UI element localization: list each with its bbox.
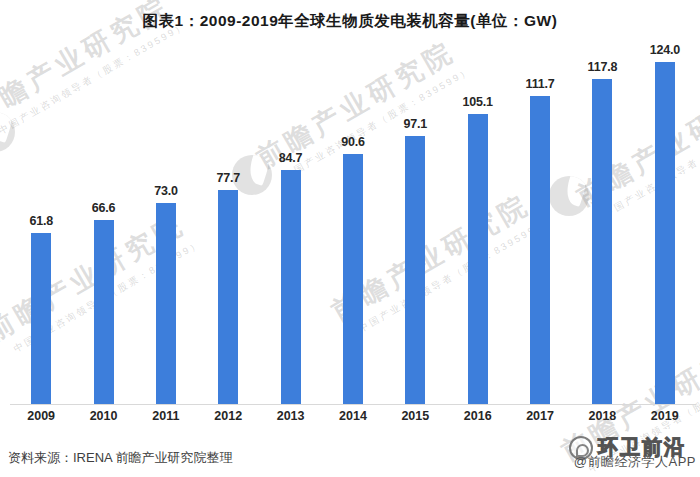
bar-value-label: 73.0 — [154, 184, 178, 198]
bar — [655, 62, 675, 404]
bar-column: 84.7 — [259, 40, 321, 404]
bar-value-label: 77.7 — [216, 171, 240, 185]
bar — [31, 233, 51, 404]
bar-column: 66.6 — [72, 40, 134, 404]
bar-column: 97.1 — [384, 40, 446, 404]
x-tick-label: 2013 — [259, 409, 321, 423]
bar — [156, 203, 176, 405]
bar — [405, 136, 425, 404]
credit-note: @前瞻经济学人APP — [574, 453, 696, 471]
bar-column: 111.7 — [509, 40, 571, 404]
x-axis: 2009201020112012201320142015201620172018… — [10, 409, 696, 423]
bar-column: 90.6 — [322, 40, 384, 404]
x-tick-label: 2017 — [509, 409, 571, 423]
x-tick-label: 2018 — [571, 409, 633, 423]
x-tick-label: 2015 — [384, 409, 446, 423]
x-tick-label: 2010 — [72, 409, 134, 423]
bar — [592, 79, 612, 404]
bar — [343, 154, 363, 404]
bar-column: 124.0 — [634, 40, 696, 404]
bar-value-label: 111.7 — [526, 77, 555, 91]
bar-value-label: 117.8 — [588, 60, 618, 74]
chart-canvas: 前瞻产业研究院中国产业咨询领导者（股票：839599）前瞻产业研究院中国产业咨询… — [0, 0, 700, 477]
plot-area: 61.8 66.6 73.0 77.7 84.7 90.6 97.1 105.1 111.7 11… — [10, 40, 696, 405]
bar-value-label: 61.8 — [29, 214, 53, 228]
source-note: 资料来源：IRENA 前瞻产业研究院整理 — [8, 449, 233, 467]
bar-value-label: 90.6 — [341, 135, 365, 149]
bar-column: 105.1 — [447, 40, 509, 404]
bar-column: 77.7 — [197, 40, 259, 404]
x-tick-label: 2012 — [197, 409, 259, 423]
bar-value-label: 84.7 — [279, 151, 303, 165]
bar-value-label: 66.6 — [92, 201, 116, 215]
bar — [468, 114, 488, 404]
bar — [530, 96, 550, 404]
x-tick-label: 2009 — [10, 409, 72, 423]
x-tick-label: 2016 — [447, 409, 509, 423]
bar — [218, 190, 238, 405]
bar-column: 73.0 — [135, 40, 197, 404]
bar-value-label: 97.1 — [404, 117, 428, 131]
bar-column: 61.8 — [10, 40, 72, 404]
bar — [94, 220, 114, 404]
bar — [281, 170, 301, 404]
bar-value-label: 105.1 — [463, 95, 493, 109]
x-tick-label: 2011 — [135, 409, 197, 423]
x-tick-label: 2019 — [634, 409, 696, 423]
bar-column: 117.8 — [571, 40, 633, 404]
bar-value-label: 124.0 — [650, 43, 680, 57]
chart-title: 图表1：2009-2019年全球生物质发电装机容量(单位：GW) — [0, 11, 700, 32]
x-tick-label: 2014 — [322, 409, 384, 423]
